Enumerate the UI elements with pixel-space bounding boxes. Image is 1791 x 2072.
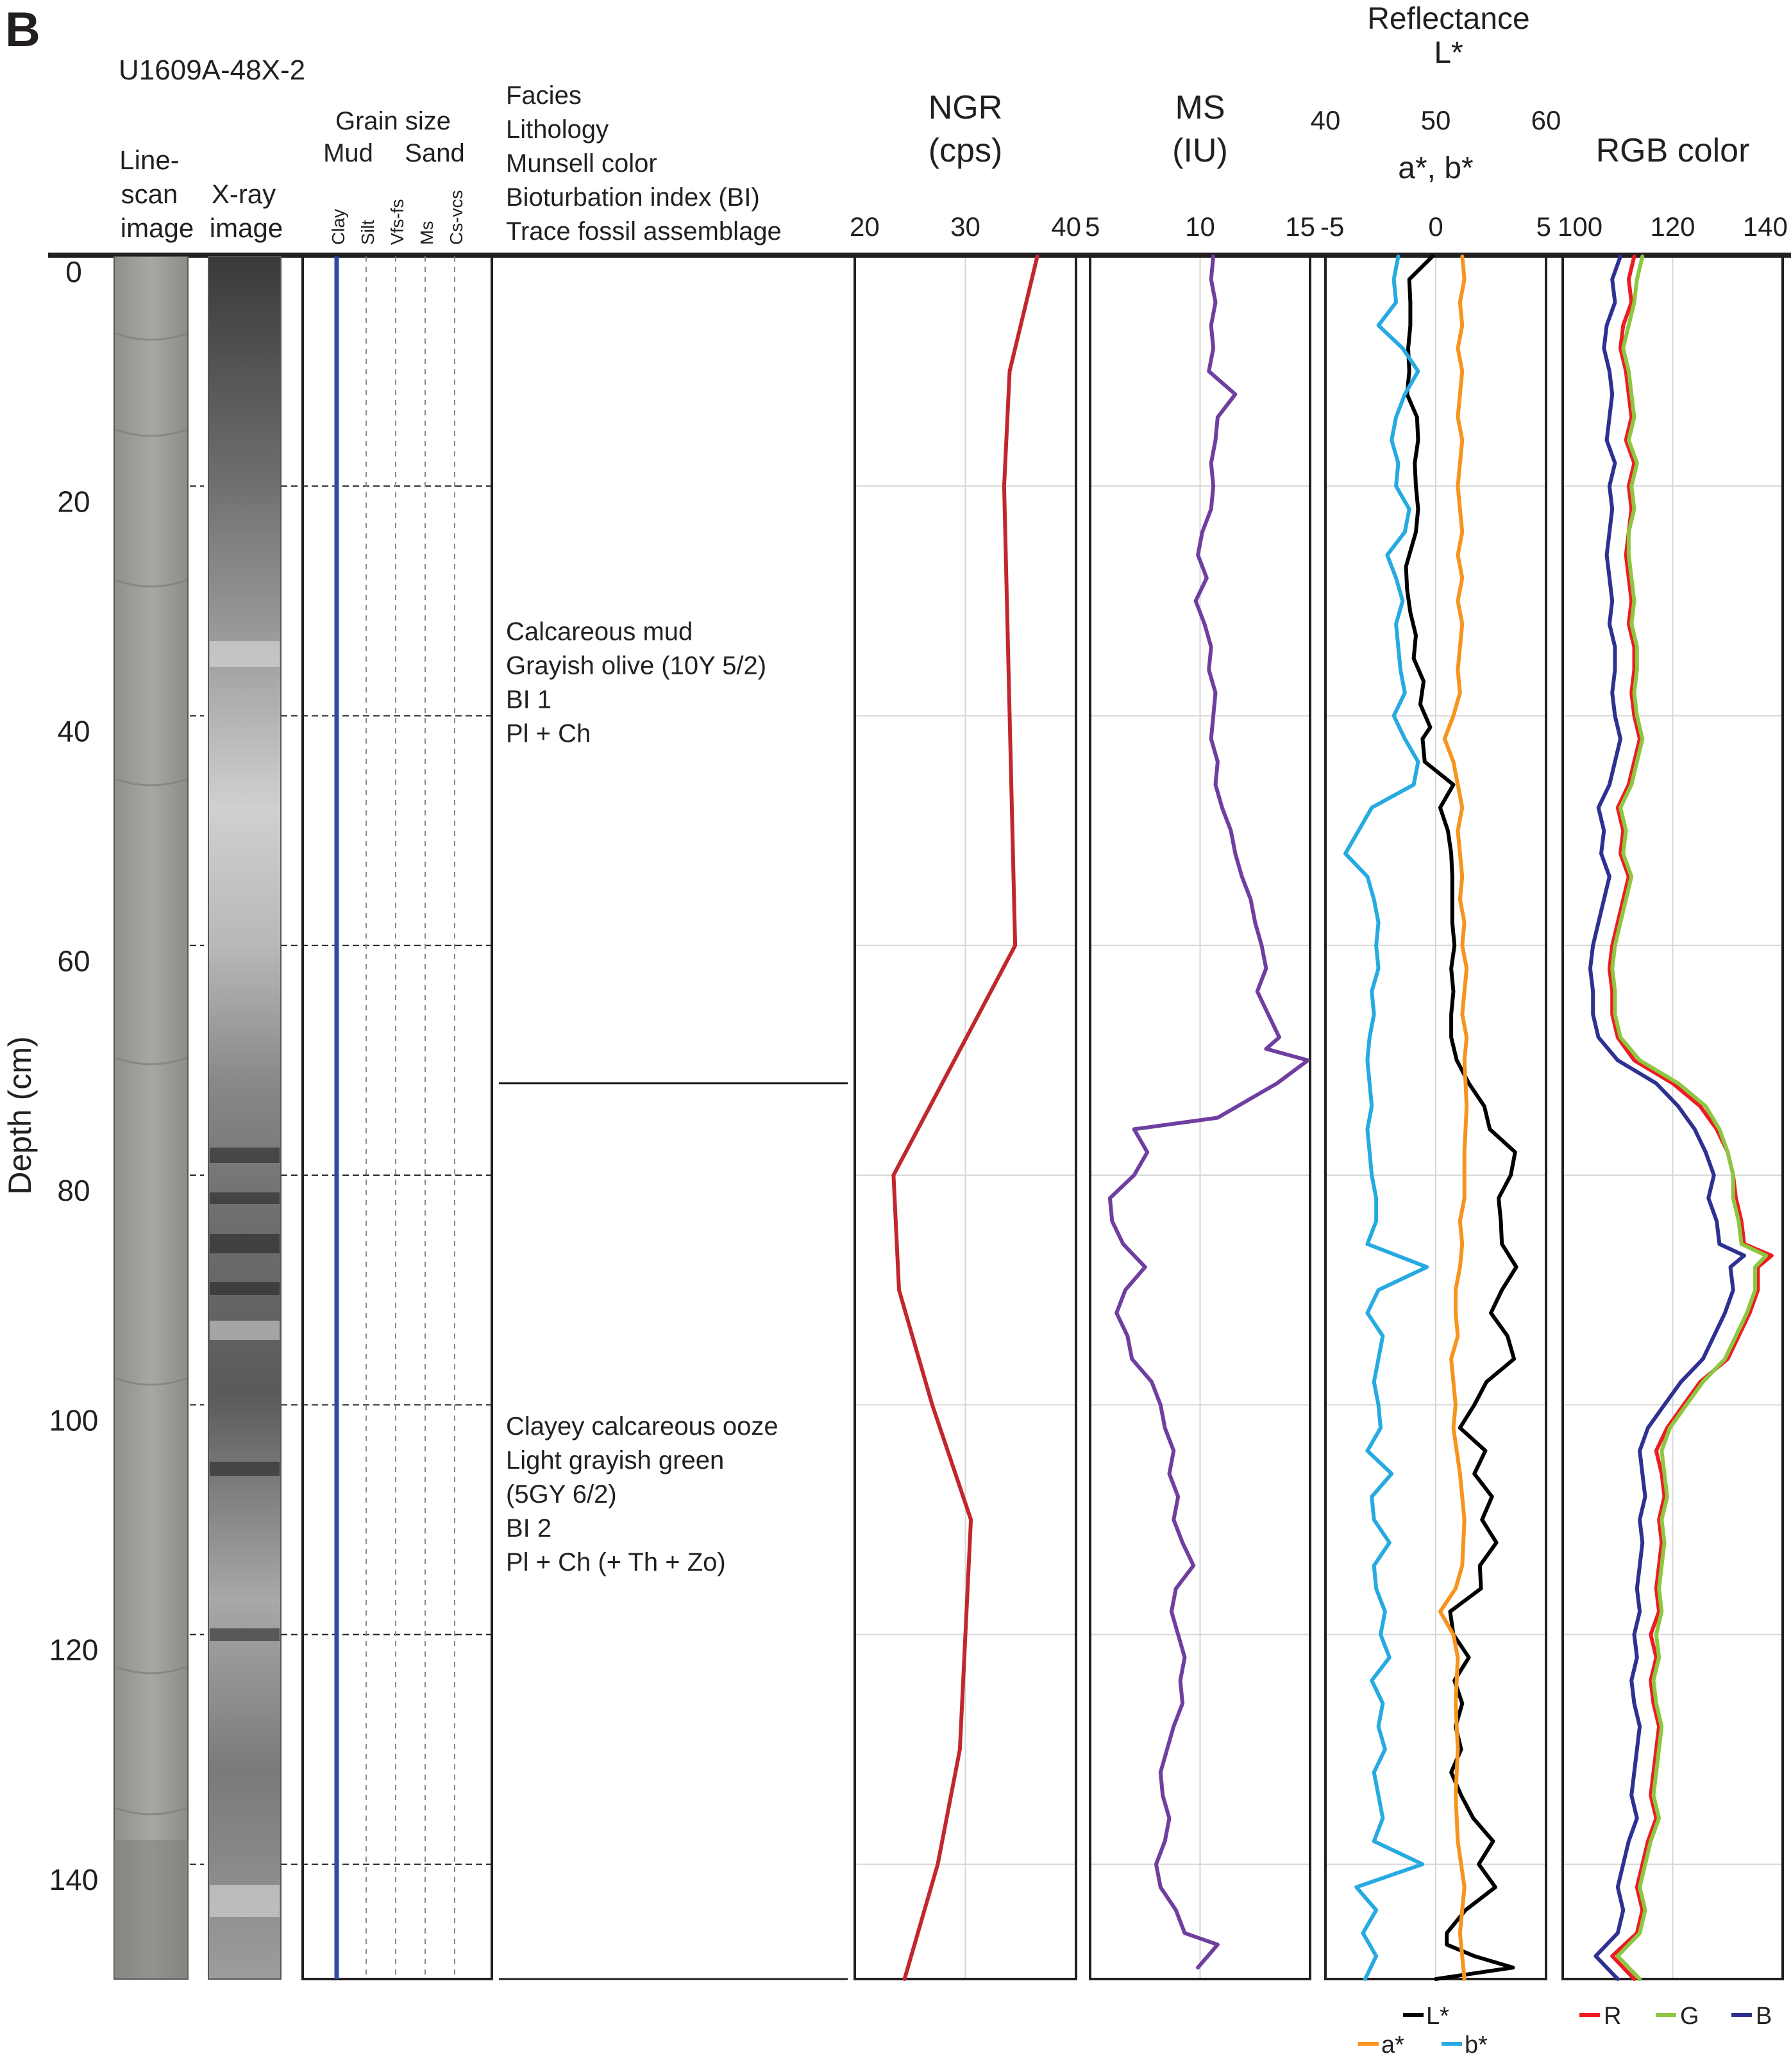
- linescan-header-line: image: [121, 213, 194, 243]
- unit-boundaries: [499, 1082, 848, 1980]
- plot-frame: [853, 255, 1077, 1980]
- plot-frame: [1561, 255, 1784, 1980]
- unit-description-line: Light grayish green: [506, 1446, 724, 1475]
- plot-title: MS: [1175, 89, 1225, 126]
- depth-tick-label: 0: [65, 255, 82, 288]
- unit-description-line: Clayey calcareous ooze: [506, 1412, 778, 1441]
- x-tick-label: -5: [1320, 212, 1344, 242]
- grain-size-class-label: Vfs-fs: [387, 199, 407, 245]
- xray-header-line: image: [210, 213, 283, 243]
- linescan-header-line: Line-: [119, 145, 179, 175]
- linescan-header-line: scan: [121, 179, 178, 209]
- x2-tick-label: 60: [1531, 105, 1561, 135]
- x-axis-label: a*, b*: [1398, 151, 1473, 185]
- grain-size-class-label: Clay: [328, 209, 348, 245]
- xray-header-line: X-ray: [212, 179, 276, 209]
- series-line-b: [1588, 255, 1746, 1981]
- plot-title: (IU): [1172, 132, 1228, 169]
- series-line-g: [1610, 255, 1769, 1981]
- legend-label: a*: [1381, 2032, 1404, 2059]
- description-header-line: Bioturbation index (BI): [506, 183, 760, 212]
- depth-tick-label: 80: [57, 1174, 90, 1207]
- depth-tick-label: 20: [57, 485, 90, 518]
- plot-title: L*: [1434, 36, 1463, 70]
- description-header-line: Facies: [506, 81, 582, 110]
- data-plots: 20 30 40 NGR (cps) 5 10 15 MS (IU) -5 0 5 Reflectance…: [850, 2, 1788, 1981]
- x-tick-label: 100: [1558, 212, 1602, 242]
- grain-size-mud: Mud: [323, 139, 373, 167]
- x-tick-label: 20: [850, 212, 880, 242]
- unit-description-line: BI 2: [506, 1514, 551, 1542]
- plot-frame: [1089, 255, 1311, 1980]
- series-line-b: [1343, 255, 1429, 1981]
- core-label: U1609A-48X-2: [119, 54, 305, 86]
- x-tick-label: 140: [1743, 212, 1788, 242]
- plot-panel: 5 10 15 MS (IU): [1085, 89, 1315, 1980]
- x-tick-label: 120: [1650, 212, 1695, 242]
- x-tick-label: 40: [1051, 212, 1081, 242]
- legend-label: L*: [1426, 2003, 1449, 2030]
- series-line-main: [891, 255, 1039, 1981]
- legends: L* a* b* R G B: [1358, 2003, 1772, 2059]
- plot-panel: 100 120 140 RGB color: [1558, 132, 1788, 1981]
- description-header-line: Lithology: [506, 115, 609, 144]
- plot-title: RGB color: [1596, 132, 1750, 169]
- unit-description-line: Pl + Ch: [506, 719, 591, 748]
- series-line-main: [1107, 255, 1310, 1970]
- unit-description-line: Grayish olive (10Y 5/2): [506, 651, 766, 680]
- grain-size-sand: Sand: [405, 139, 464, 167]
- legend-label: b*: [1465, 2032, 1488, 2059]
- grain-size-class-label: Ms: [417, 221, 437, 245]
- depth-tick-label: 100: [49, 1403, 99, 1437]
- depth-tick-label: 60: [57, 944, 90, 978]
- depth-ticks: 0 20 40 60 80 100 120 140: [49, 255, 494, 1896]
- x-tick-label: 0: [1428, 212, 1443, 242]
- plot-title: Reflectance: [1367, 2, 1529, 36]
- plot-panel: 20 30 40 NGR (cps): [850, 89, 1081, 1981]
- grain-size-class-label: Cs-vcs: [446, 190, 466, 245]
- grain-size-header: Grain size Mud Sand: [323, 107, 465, 167]
- grain-size-classes: Clay Silt Vfs-fs Ms Cs-vcs: [328, 190, 466, 245]
- plot-title: (cps): [929, 132, 1003, 169]
- depth-tick-label: 40: [57, 715, 90, 748]
- legend-label: G: [1680, 2003, 1699, 2030]
- grain-size-column: [301, 255, 493, 1980]
- legend-label: R: [1604, 2003, 1621, 2030]
- x-tick-label: 30: [950, 212, 980, 242]
- x-tick-label: 10: [1185, 212, 1215, 242]
- description-header: Facies Lithology Munsell color Bioturbat…: [506, 81, 782, 246]
- linescan-header: Line- scan image: [119, 145, 194, 243]
- xray-image: [208, 256, 282, 1980]
- xray-header: X-ray image: [210, 179, 283, 243]
- grain-size-title: Grain size: [335, 107, 451, 135]
- unit-description-line: (5GY 6/2): [506, 1480, 617, 1508]
- depth-axis-label: Depth (cm): [2, 1036, 38, 1194]
- grain-size-class-label: Silt: [358, 220, 378, 245]
- panel-label: B: [5, 3, 40, 57]
- description-header-line: Munsell color: [506, 149, 657, 178]
- depth-tick-label: 140: [49, 1863, 99, 1896]
- x-tick-label: 5: [1085, 212, 1100, 242]
- unit-description-line: BI 1: [506, 685, 551, 714]
- series-line-a: [1438, 255, 1469, 1981]
- unit-description-line: Pl + Ch (+ Th + Zo): [506, 1548, 726, 1576]
- x-tick-label: 15: [1285, 212, 1315, 242]
- legend-label: B: [1756, 2003, 1772, 2030]
- depth-tick-label: 120: [49, 1633, 99, 1667]
- x2-tick-label: 40: [1311, 105, 1341, 135]
- description-header-line: Trace fossil assemblage: [506, 217, 782, 246]
- plot-title: NGR: [929, 89, 1003, 126]
- unit-description-line: Calcareous mud: [506, 617, 693, 646]
- unit-descriptions: Calcareous mud Grayish olive (10Y 5/2) BI …: [506, 617, 778, 1576]
- linescan-image: [114, 256, 189, 1980]
- x-tick-label: 5: [1536, 212, 1551, 242]
- x2-tick-label: 50: [1421, 105, 1451, 135]
